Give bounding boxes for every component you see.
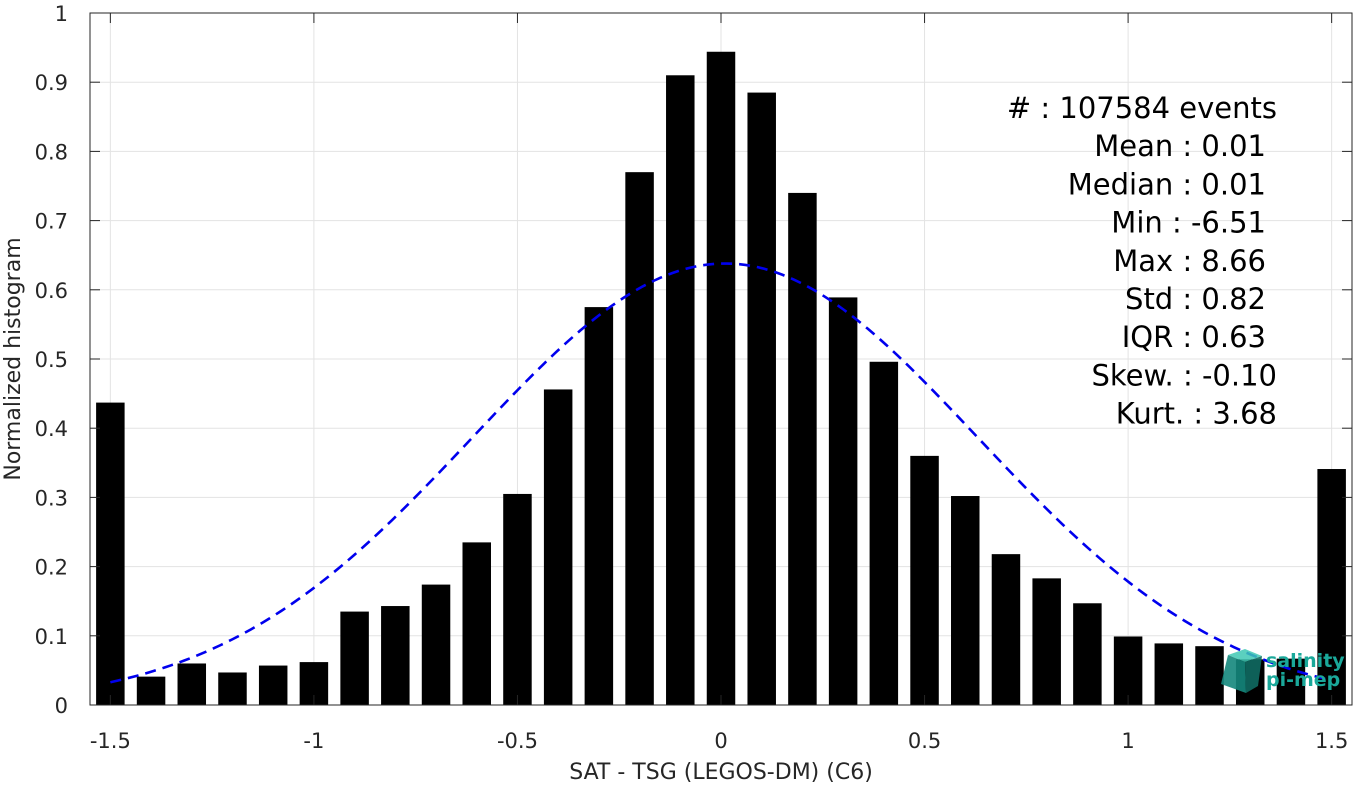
stat-line: Std : 0.82 (1125, 282, 1266, 316)
y-tick-label: 1 (55, 2, 68, 26)
y-axis-title: Normalized histogram (1, 237, 26, 480)
x-axis-title: SAT - TSG (LEGOS-DM) (C6) (569, 760, 873, 785)
stat-line: IQR : 0.63 (1122, 320, 1266, 354)
salinity-pi-mep-logo: salinity pi-mep (1221, 649, 1345, 693)
histogram-bar (258, 665, 288, 705)
axis-ticks (90, 12, 1352, 706)
x-tick-label: -0.5 (497, 729, 538, 753)
stat-line: Mean : 0.01 (1094, 129, 1266, 163)
x-tick-label: -1 (303, 729, 324, 753)
histogram-bar (543, 389, 573, 705)
x-tick-label: 0 (714, 729, 727, 753)
y-tick-label: 0.7 (35, 210, 68, 234)
gaussian-fit-curve (110, 262, 1332, 684)
histogram-bar (1113, 636, 1143, 705)
stat-line: Max : 8.66 (1113, 244, 1266, 278)
stat-line: Min : -6.51 (1111, 206, 1266, 240)
histogram-bar (96, 402, 125, 705)
histogram-bar (584, 307, 614, 705)
logo-text-pi-mep: pi-mep (1266, 669, 1340, 691)
histogram-bar (1073, 603, 1102, 705)
histogram-bar (625, 172, 654, 705)
histogram-bar (910, 455, 939, 705)
histogram-bar (666, 75, 695, 705)
histogram-bar (1195, 646, 1224, 705)
histogram-bar (991, 554, 1021, 705)
x-tick-label: -1.5 (90, 729, 131, 753)
y-tick-label: 0.5 (35, 348, 68, 372)
statistics-annotation: # : 107584 events Mean : 0.01 Median : 0.0… (1007, 91, 1277, 431)
histogram-bar (1154, 643, 1184, 705)
histogram-bar (503, 493, 532, 705)
y-tick-label: 0.2 (35, 556, 68, 580)
histogram-bar (340, 611, 369, 705)
histogram-bar (828, 297, 858, 705)
histogram-bar (1317, 469, 1346, 705)
y-tick-label: 0.1 (35, 625, 68, 649)
histogram-bar (177, 663, 207, 705)
x-tick-label: 1 (1121, 729, 1134, 753)
cube-icon (1221, 649, 1262, 693)
y-tick-label: 0.4 (35, 417, 68, 441)
y-tick-label: 0.3 (35, 486, 68, 510)
y-tick-label: 0 (55, 694, 68, 718)
histogram-bar (747, 92, 776, 705)
axis-tick-labels: -1.5 -1 -0.5 0 0.5 1 1.5 0 0.1 0.2 0.3 0.4 0.5 0.6 0.7… (35, 2, 1349, 753)
histogram-bar (381, 606, 410, 705)
histogram-bar (462, 542, 491, 705)
bar-series (96, 51, 1346, 706)
histogram-bar (788, 192, 817, 706)
histogram-bar (136, 676, 166, 705)
histogram-bar (1032, 578, 1061, 705)
stat-line: Median : 0.01 (1068, 167, 1266, 201)
y-tick-label: 0.9 (35, 71, 68, 95)
histogram-bar (869, 361, 899, 705)
stat-line: Skew. : -0.10 (1091, 358, 1277, 392)
histogram-bar (218, 672, 247, 705)
stat-line: # : 107584 events (1007, 91, 1277, 125)
y-tick-label: 0.8 (35, 140, 68, 164)
histogram-bar (421, 584, 451, 705)
histogram-bar (706, 51, 736, 705)
logo-text-salinity: salinity (1266, 650, 1345, 672)
x-tick-label: 0.5 (908, 729, 941, 753)
stat-line: Kurt. : 3.68 (1116, 397, 1277, 431)
y-tick-label: 0.6 (35, 279, 68, 303)
x-tick-label: 1.5 (1315, 729, 1348, 753)
histogram-bar (951, 496, 980, 705)
